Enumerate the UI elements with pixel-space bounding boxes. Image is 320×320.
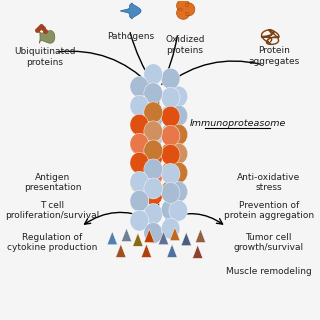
Circle shape <box>144 102 163 123</box>
Circle shape <box>130 95 149 116</box>
Text: Pathogens: Pathogens <box>107 32 154 41</box>
Text: Tumor cell
growth/survival: Tumor cell growth/survival <box>234 233 304 252</box>
Circle shape <box>130 96 149 117</box>
Polygon shape <box>107 231 117 245</box>
Polygon shape <box>141 244 152 257</box>
Polygon shape <box>181 232 191 246</box>
Circle shape <box>130 133 149 154</box>
Circle shape <box>169 143 188 164</box>
Circle shape <box>169 162 188 183</box>
Circle shape <box>161 161 180 182</box>
Text: T cell
proliferation/survival: T cell proliferation/survival <box>5 201 100 220</box>
Text: Immunoproteasome: Immunoproteasome <box>189 119 286 128</box>
Polygon shape <box>177 0 195 19</box>
Circle shape <box>144 108 163 129</box>
Polygon shape <box>39 31 55 43</box>
Circle shape <box>161 104 180 125</box>
Circle shape <box>161 123 180 144</box>
Circle shape <box>161 199 180 220</box>
Text: Oxidized
proteins: Oxidized proteins <box>165 35 204 55</box>
Circle shape <box>130 191 149 212</box>
Circle shape <box>130 172 149 193</box>
Text: Protein
aggregates: Protein aggregates <box>249 46 300 66</box>
Polygon shape <box>193 245 203 258</box>
Circle shape <box>144 165 163 186</box>
Circle shape <box>144 159 163 180</box>
Circle shape <box>130 152 149 173</box>
Circle shape <box>130 153 149 174</box>
Polygon shape <box>158 231 169 245</box>
Circle shape <box>169 181 188 202</box>
Text: Prevention of
protein aggregation: Prevention of protein aggregation <box>224 201 314 220</box>
Circle shape <box>144 185 163 205</box>
Circle shape <box>161 144 180 165</box>
Circle shape <box>130 210 149 231</box>
Circle shape <box>130 190 149 211</box>
Circle shape <box>144 204 163 224</box>
Polygon shape <box>167 244 177 257</box>
Circle shape <box>161 125 180 146</box>
Circle shape <box>130 76 149 97</box>
Text: Regulation of
cytokine production: Regulation of cytokine production <box>7 233 98 252</box>
Circle shape <box>144 178 163 199</box>
Text: Muscle remodeling: Muscle remodeling <box>226 267 312 276</box>
Circle shape <box>161 87 180 108</box>
Circle shape <box>161 180 180 201</box>
Circle shape <box>169 124 188 145</box>
Circle shape <box>161 164 180 184</box>
Circle shape <box>130 134 149 155</box>
Polygon shape <box>133 233 143 246</box>
Circle shape <box>169 86 188 107</box>
Polygon shape <box>144 229 155 243</box>
Circle shape <box>130 171 149 192</box>
Circle shape <box>144 127 163 148</box>
Circle shape <box>169 105 188 126</box>
Circle shape <box>144 140 163 161</box>
Circle shape <box>161 182 180 204</box>
Circle shape <box>144 64 163 85</box>
Circle shape <box>161 68 180 89</box>
Polygon shape <box>121 228 132 242</box>
Circle shape <box>161 106 180 127</box>
Circle shape <box>144 147 163 167</box>
Circle shape <box>144 121 163 142</box>
Circle shape <box>169 200 188 221</box>
Polygon shape <box>121 3 141 19</box>
Polygon shape <box>196 229 206 243</box>
Text: Anti-oxidative
stress: Anti-oxidative stress <box>237 172 300 192</box>
Circle shape <box>161 142 180 163</box>
Polygon shape <box>170 227 180 241</box>
Circle shape <box>144 83 163 104</box>
Circle shape <box>161 218 180 239</box>
Circle shape <box>130 114 149 135</box>
Circle shape <box>130 115 149 136</box>
Text: Ubiquitinated
proteins: Ubiquitinated proteins <box>14 47 75 67</box>
Text: Antigen
presentation: Antigen presentation <box>24 172 81 192</box>
Circle shape <box>144 222 163 244</box>
Polygon shape <box>116 244 126 257</box>
